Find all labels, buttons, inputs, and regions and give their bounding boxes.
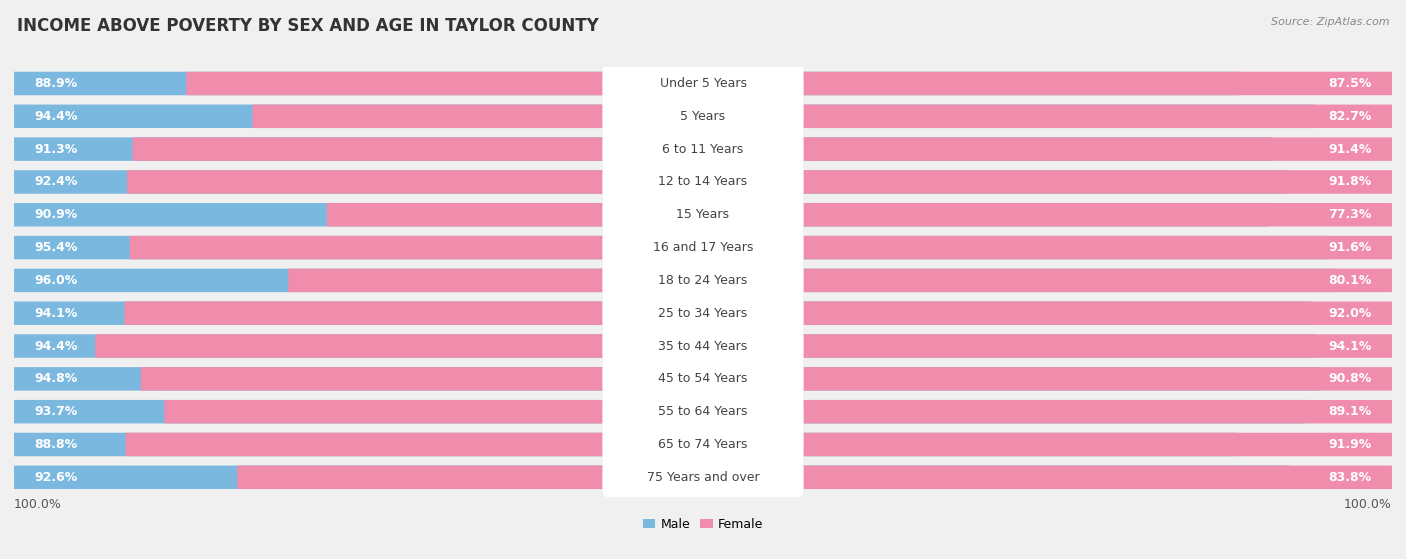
FancyBboxPatch shape	[14, 433, 1237, 456]
Text: 82.7%: 82.7%	[1327, 110, 1371, 123]
FancyBboxPatch shape	[288, 269, 1392, 292]
FancyBboxPatch shape	[129, 236, 1392, 259]
Text: 100.0%: 100.0%	[14, 499, 62, 511]
FancyBboxPatch shape	[14, 400, 1305, 423]
FancyBboxPatch shape	[14, 433, 1392, 456]
Text: 16 and 17 Years: 16 and 17 Years	[652, 241, 754, 254]
FancyBboxPatch shape	[14, 466, 1289, 489]
Text: 91.6%: 91.6%	[1329, 241, 1371, 254]
FancyBboxPatch shape	[14, 334, 1315, 358]
Legend: Male, Female: Male, Female	[638, 513, 768, 536]
Text: 6 to 11 Years: 6 to 11 Years	[662, 143, 744, 155]
FancyBboxPatch shape	[602, 228, 804, 267]
FancyBboxPatch shape	[14, 301, 1392, 325]
FancyBboxPatch shape	[14, 269, 1392, 292]
FancyBboxPatch shape	[602, 195, 804, 234]
FancyBboxPatch shape	[253, 105, 1392, 128]
FancyBboxPatch shape	[14, 203, 1392, 226]
Text: 45 to 54 Years: 45 to 54 Years	[658, 372, 748, 385]
FancyBboxPatch shape	[14, 334, 1392, 358]
FancyBboxPatch shape	[14, 466, 1392, 489]
FancyBboxPatch shape	[125, 433, 1392, 456]
FancyBboxPatch shape	[14, 138, 1272, 161]
FancyBboxPatch shape	[14, 105, 1315, 128]
Text: 91.9%: 91.9%	[1329, 438, 1371, 451]
FancyBboxPatch shape	[602, 130, 804, 169]
Text: 92.6%: 92.6%	[35, 471, 77, 484]
Text: 65 to 74 Years: 65 to 74 Years	[658, 438, 748, 451]
Text: 94.4%: 94.4%	[35, 339, 79, 353]
Text: 83.8%: 83.8%	[1329, 471, 1371, 484]
Text: 15 Years: 15 Years	[676, 209, 730, 221]
Text: 94.1%: 94.1%	[1327, 339, 1371, 353]
FancyBboxPatch shape	[14, 138, 1392, 161]
FancyBboxPatch shape	[14, 367, 1392, 391]
Text: 95.4%: 95.4%	[35, 241, 79, 254]
FancyBboxPatch shape	[602, 326, 804, 366]
Text: 75 Years and over: 75 Years and over	[647, 471, 759, 484]
FancyBboxPatch shape	[602, 359, 804, 399]
FancyBboxPatch shape	[14, 170, 1392, 193]
Text: 92.4%: 92.4%	[35, 176, 79, 188]
Text: 12 to 14 Years: 12 to 14 Years	[658, 176, 748, 188]
FancyBboxPatch shape	[165, 400, 1392, 423]
Text: 87.5%: 87.5%	[1327, 77, 1371, 90]
FancyBboxPatch shape	[127, 170, 1392, 193]
Text: 88.8%: 88.8%	[35, 438, 77, 451]
FancyBboxPatch shape	[602, 392, 804, 432]
Text: 5 Years: 5 Years	[681, 110, 725, 123]
FancyBboxPatch shape	[14, 72, 1392, 95]
FancyBboxPatch shape	[132, 138, 1392, 161]
FancyBboxPatch shape	[14, 400, 1392, 423]
FancyBboxPatch shape	[124, 301, 1392, 325]
Text: 94.4%: 94.4%	[35, 110, 79, 123]
FancyBboxPatch shape	[14, 72, 1239, 95]
FancyBboxPatch shape	[14, 236, 1392, 259]
FancyBboxPatch shape	[602, 64, 804, 103]
Text: 93.7%: 93.7%	[35, 405, 77, 418]
FancyBboxPatch shape	[602, 425, 804, 464]
FancyBboxPatch shape	[96, 334, 1392, 358]
Text: 90.9%: 90.9%	[35, 209, 77, 221]
FancyBboxPatch shape	[14, 269, 1337, 292]
FancyBboxPatch shape	[602, 293, 804, 333]
FancyBboxPatch shape	[602, 458, 804, 497]
FancyBboxPatch shape	[14, 367, 1320, 391]
FancyBboxPatch shape	[602, 97, 804, 136]
Text: 77.3%: 77.3%	[1327, 209, 1371, 221]
Text: 80.1%: 80.1%	[1327, 274, 1371, 287]
FancyBboxPatch shape	[326, 203, 1392, 226]
Text: 55 to 64 Years: 55 to 64 Years	[658, 405, 748, 418]
Text: 35 to 44 Years: 35 to 44 Years	[658, 339, 748, 353]
FancyBboxPatch shape	[602, 162, 804, 202]
FancyBboxPatch shape	[14, 170, 1288, 193]
FancyBboxPatch shape	[141, 367, 1392, 391]
Text: 89.1%: 89.1%	[1329, 405, 1371, 418]
Text: 90.8%: 90.8%	[1329, 372, 1371, 385]
Text: 91.3%: 91.3%	[35, 143, 77, 155]
Text: 96.0%: 96.0%	[35, 274, 77, 287]
FancyBboxPatch shape	[14, 301, 1310, 325]
Text: 100.0%: 100.0%	[1344, 499, 1392, 511]
FancyBboxPatch shape	[14, 236, 1329, 259]
Text: 94.1%: 94.1%	[35, 307, 79, 320]
Text: 18 to 24 Years: 18 to 24 Years	[658, 274, 748, 287]
FancyBboxPatch shape	[602, 260, 804, 300]
FancyBboxPatch shape	[14, 203, 1267, 226]
Text: 94.8%: 94.8%	[35, 372, 77, 385]
FancyBboxPatch shape	[238, 466, 1392, 489]
Text: 92.0%: 92.0%	[1327, 307, 1371, 320]
Text: 88.9%: 88.9%	[35, 77, 77, 90]
Text: 25 to 34 Years: 25 to 34 Years	[658, 307, 748, 320]
FancyBboxPatch shape	[186, 72, 1392, 95]
FancyBboxPatch shape	[14, 105, 1392, 128]
Text: 91.8%: 91.8%	[1329, 176, 1371, 188]
Text: INCOME ABOVE POVERTY BY SEX AND AGE IN TAYLOR COUNTY: INCOME ABOVE POVERTY BY SEX AND AGE IN T…	[17, 17, 599, 35]
Text: Source: ZipAtlas.com: Source: ZipAtlas.com	[1271, 17, 1389, 27]
Text: 91.4%: 91.4%	[1327, 143, 1371, 155]
Text: Under 5 Years: Under 5 Years	[659, 77, 747, 90]
